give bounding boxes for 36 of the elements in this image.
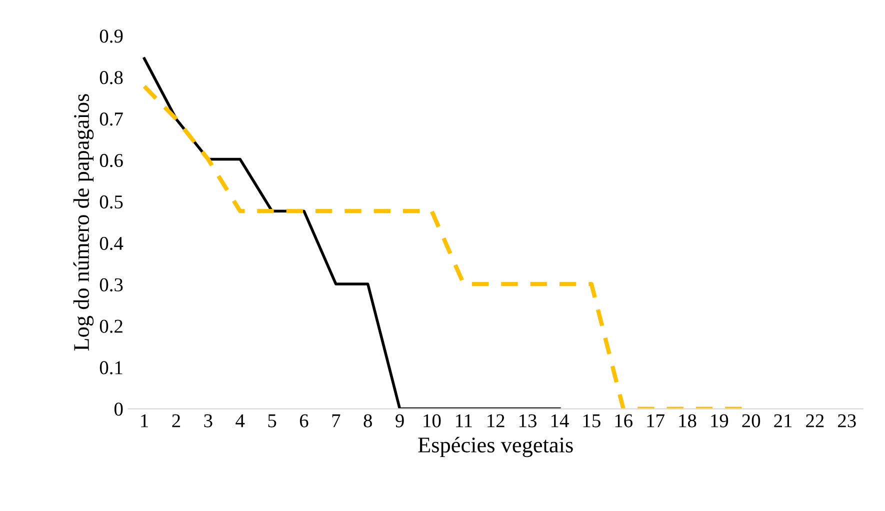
x-tick-label: 7 [332,414,340,428]
x-tick-label: 16 [615,414,632,428]
x-tick-label: 13 [520,414,536,428]
y-tick-label: 0.1 [100,361,122,374]
x-tick-label: 11 [456,414,472,428]
x-tick-label: 3 [204,414,212,428]
y-tick-label: 0 [114,402,123,416]
x-tick-label: 17 [647,414,664,428]
x-tick-label: 15 [583,414,600,428]
y-tick-label: 0.6 [100,154,123,168]
y-axis-title: Log do número de papagaios [73,94,94,351]
y-tick-label: 0.5 [100,195,123,209]
x-tick-label: 6 [300,414,308,428]
x-tick-label: 5 [268,414,276,428]
x-tick-label: 18 [679,414,696,428]
x-tick-label: 20 [742,414,760,428]
x-tick-label: 10 [424,414,441,428]
x-tick-label: 2 [172,414,180,428]
x-tick-label: 14 [551,414,569,428]
y-tick-label: 0.7 [100,112,123,126]
y-tick-label: 0.4 [100,236,124,250]
x-tick-label: 23 [838,414,856,428]
line-series [142,57,561,409]
y-tick-label: 0.8 [100,71,123,84]
x-tick-label: 1 [141,414,148,428]
x-tick-label: 19 [711,414,728,428]
y-tick-label: 0.2 [100,320,122,333]
x-tick-label: 12 [488,414,504,428]
x-tick-label: 9 [396,414,404,428]
y-tick-label: 0.3 [100,278,123,292]
y-tick-label: 0.9 [100,30,123,43]
x-tick-label: 4 [236,414,245,428]
x-tick-label: 22 [806,414,824,428]
x-axis-title: Espécies vegetais [418,436,573,458]
x-tick-label: 21 [774,414,792,428]
x-tick-label: 8 [364,414,372,428]
